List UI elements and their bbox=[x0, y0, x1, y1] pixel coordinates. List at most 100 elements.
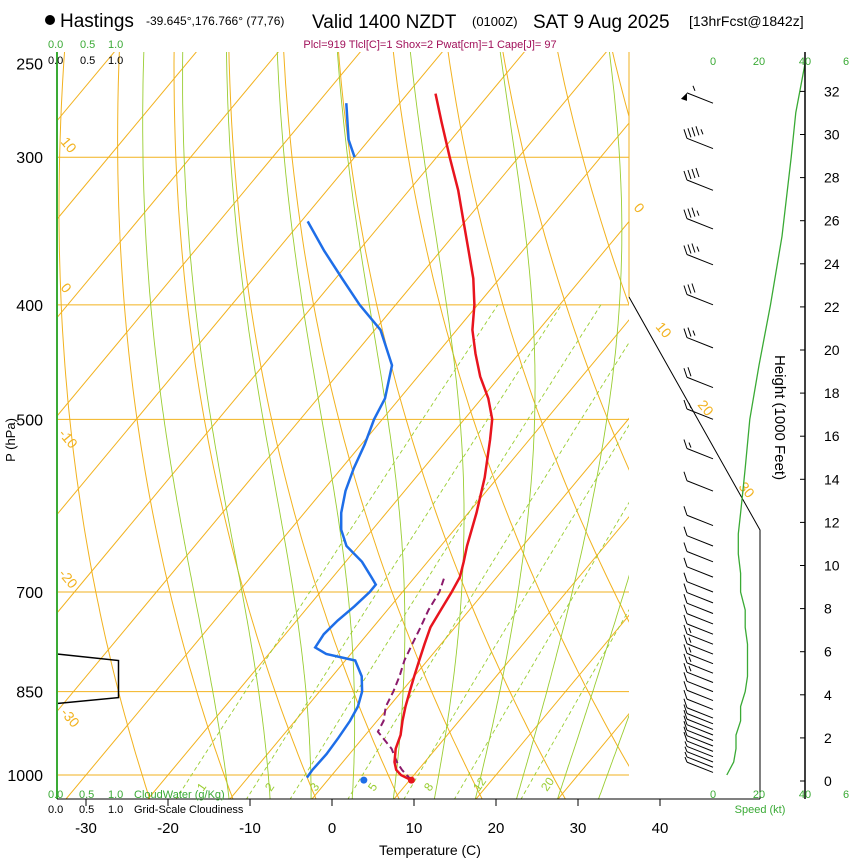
dry-adiabat bbox=[447, 52, 629, 623]
wind-barb-staff bbox=[686, 652, 714, 665]
moist-adiabat bbox=[142, 52, 230, 799]
dewpoint-line bbox=[305, 220, 394, 779]
valid-date: SAT 9 Aug 2025 bbox=[533, 12, 670, 33]
strip-boundary-line bbox=[628, 296, 761, 780]
wind-barb-staff bbox=[686, 751, 714, 763]
moist-adiabat bbox=[639, 43, 850, 800]
temperature-line bbox=[393, 93, 494, 782]
wind-barb bbox=[683, 526, 714, 547]
dry-adiabat bbox=[502, 52, 629, 471]
isotherm-label: -30 bbox=[58, 705, 83, 731]
mixing-ratio-line bbox=[453, 501, 629, 799]
wind-barb-staff bbox=[686, 613, 714, 625]
wind-barb-feather bbox=[695, 126, 700, 136]
mixing-ratio-label: 12 bbox=[470, 774, 489, 793]
wind-barb-staff bbox=[686, 729, 714, 741]
isotherm--10 bbox=[229, 319, 629, 799]
cloudiness-scale-bottom-0: 0.0 bbox=[48, 804, 63, 816]
wind-barb-feather bbox=[683, 644, 688, 654]
height-tick-label: 26 bbox=[824, 213, 840, 229]
wind-barb-half-feather bbox=[688, 665, 692, 672]
wind-barb-staff bbox=[686, 218, 714, 230]
isotherm--20 bbox=[147, 220, 629, 799]
wind-barb bbox=[683, 663, 714, 683]
wind-barb-feather bbox=[683, 542, 688, 552]
height-tick-label: 20 bbox=[824, 342, 840, 358]
wind-barb bbox=[683, 681, 714, 702]
wind-barb-feather bbox=[687, 284, 692, 294]
wind-barb-half-feather bbox=[684, 756, 688, 763]
wind-barb-feather bbox=[683, 614, 688, 625]
wind-barb-feather bbox=[683, 471, 688, 481]
wind-barb bbox=[683, 557, 714, 578]
wind-barb-half-feather bbox=[696, 246, 700, 252]
moist-adiabat bbox=[226, 52, 312, 799]
wind-barb-half-feather bbox=[688, 637, 692, 643]
wind-barb-staff bbox=[686, 408, 714, 420]
wind-barb-staff bbox=[686, 643, 714, 655]
wind-barb bbox=[684, 751, 714, 768]
station-coords: -39.645°,176.766° (77,76) bbox=[146, 14, 284, 28]
moist-adiabat bbox=[597, 714, 629, 799]
wind-barb-feather bbox=[683, 681, 688, 691]
wind-barb bbox=[683, 634, 714, 655]
wind-barb bbox=[683, 604, 714, 625]
mixing-ratio-line bbox=[289, 304, 602, 799]
surface-temperature-point bbox=[407, 776, 415, 784]
wind-barb bbox=[683, 698, 714, 719]
mixing-ratio-label: 20 bbox=[538, 774, 557, 793]
dry-adiabat bbox=[228, 52, 400, 799]
mixing-ratio-line bbox=[246, 304, 562, 799]
wind-barb-feather bbox=[683, 653, 688, 664]
wind-barb-staff bbox=[686, 514, 714, 527]
wind-barb-feather bbox=[683, 704, 688, 714]
wind-height-strip bbox=[628, 63, 806, 799]
wind-barb-feather bbox=[683, 709, 688, 720]
wind-barb bbox=[683, 126, 714, 150]
wind-barb-staff bbox=[686, 718, 714, 730]
wind-barb-feather bbox=[683, 731, 688, 742]
isotherm--50 bbox=[57, 52, 525, 614]
forecast-info: [13hrFcst@1842z] bbox=[689, 13, 804, 29]
dry-adiabat bbox=[58, 52, 151, 799]
wind-barb-staff bbox=[686, 254, 714, 266]
isotherm-label: 10 bbox=[653, 319, 675, 341]
isotherm-0 bbox=[311, 417, 629, 799]
wind-barb-feather bbox=[683, 672, 688, 682]
isotherm-label: 30 bbox=[736, 479, 758, 501]
height-tick-label: 12 bbox=[824, 514, 840, 530]
mixing-ratio-line bbox=[175, 304, 499, 799]
pressure-label: 850 bbox=[16, 685, 43, 702]
height-tick-label: 0 bbox=[824, 773, 832, 789]
isotherm--80 bbox=[57, 52, 279, 319]
height-tick-label: 30 bbox=[824, 127, 840, 143]
pressure-label: 400 bbox=[16, 298, 43, 315]
wind-barb bbox=[683, 653, 714, 674]
wind-barb-feather bbox=[683, 634, 688, 644]
wind-barb-staff bbox=[686, 740, 714, 752]
wind-barb-staff bbox=[686, 662, 714, 674]
pressure-labels: 250 300 400 500 700 850 1000 bbox=[7, 57, 43, 785]
isotherm--40 bbox=[57, 52, 607, 713]
wind-barb-staff bbox=[686, 137, 714, 150]
wind-barb-staff bbox=[686, 761, 714, 773]
profiles bbox=[305, 93, 494, 784]
wind-barb-feather bbox=[683, 285, 688, 295]
wind-barb bbox=[683, 731, 714, 752]
wind-barb-staff bbox=[686, 179, 714, 191]
isotherm--70 bbox=[57, 52, 361, 417]
cloudiness-scale-top-2: 1.0 bbox=[108, 55, 123, 67]
wind-barb-feather bbox=[683, 209, 688, 219]
wind-barb-feather bbox=[687, 169, 692, 180]
wind-barb-staff bbox=[686, 745, 714, 758]
moist-adiabat bbox=[515, 52, 623, 799]
wind-barb-half-feather bbox=[684, 751, 688, 758]
x-tick-label: 10 bbox=[406, 820, 423, 837]
wind-barb-feather bbox=[683, 506, 688, 516]
height-tick-label: 22 bbox=[824, 299, 840, 315]
cloudiness-scale-top-0: 0.0 bbox=[48, 55, 63, 67]
valid-time: Valid 1400 NZDT bbox=[312, 12, 457, 33]
height-tick-label: 32 bbox=[824, 83, 840, 99]
cloudwater-scale-top-1: 0.5 bbox=[80, 39, 95, 51]
